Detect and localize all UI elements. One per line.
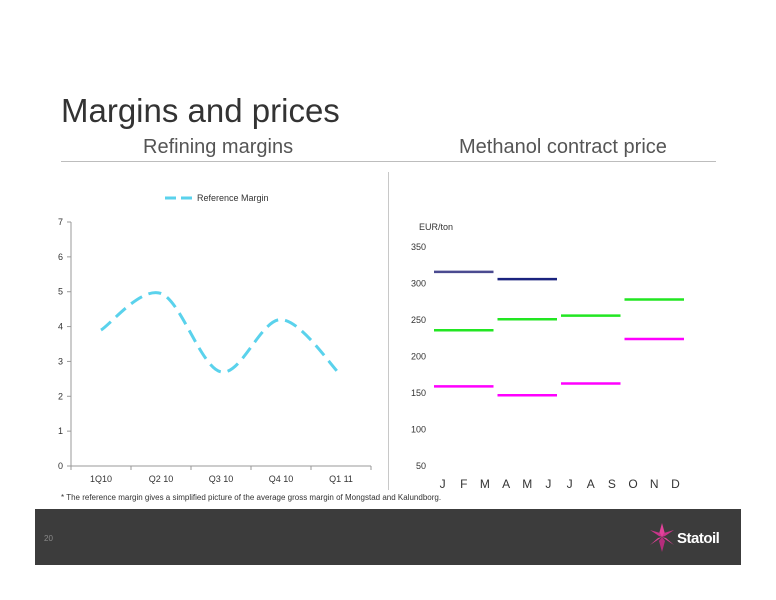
x-tick-label: F [460,477,467,491]
header-divider [61,161,716,162]
x-tick-label: M [522,477,532,491]
y-tick-label: 7 [58,217,63,227]
y-tick-label: 6 [58,252,63,262]
y-tick-label: 200 [411,352,426,362]
x-tick-label: J [567,477,573,491]
x-tick-label: A [502,477,510,491]
x-tick-label: A [587,477,595,491]
x-tick-label: J [545,477,551,491]
y-tick-label: 50 [416,461,426,471]
statoil-logo: Statoil [647,519,720,555]
x-tick-label: M [480,477,490,491]
y-tick-label: 3 [58,356,63,366]
logo-wordmark: Statoil [677,530,720,547]
x-tick-label: Q4 10 [269,474,294,484]
page-number: 20 [44,534,53,543]
y-axis-unit-label: EUR/ton [419,222,453,232]
x-tick-label: O [628,477,637,491]
x-tick-label: Q1 11 [329,474,353,484]
y-tick-label: 300 [411,279,426,289]
refining-margins-chart: 0 1 2 3 4 5 6 7 1Q10 Q2 10 Q3 10 Q4 10 Q1 11 Referenc… [58,193,372,484]
x-tick-label: D [671,477,680,491]
footer-bar: 20 Statoil [35,509,741,565]
x-tick-label: N [650,477,659,491]
legend-label: Reference Margin [197,193,269,203]
statoil-star-icon [650,523,674,552]
x-tick-label: J [440,477,446,491]
y-tick-label: 1 [58,426,63,436]
y-tick-label: 100 [411,425,426,435]
y-tick-label: 150 [411,388,426,398]
methanol-price-title: Methanol contract price [459,136,667,158]
y-tick-label: 250 [411,315,426,325]
chart-divider [388,172,389,490]
y-tick-label: 5 [58,287,63,297]
slide-title: Margins and prices [61,92,340,129]
x-tick-label: 1Q10 [90,474,112,484]
x-tick-label: Q2 10 [149,474,174,484]
y-tick-label: 350 [411,242,426,252]
footnote: * The reference margin gives a simplifie… [61,493,442,502]
x-tick-label: Q3 10 [209,474,234,484]
refining-margins-title: Refining margins [143,136,294,158]
y-tick-label: 2 [58,391,63,401]
y-tick-label: 4 [58,322,63,332]
x-tick-label: S [608,477,616,491]
y-tick-label: 0 [58,461,63,471]
